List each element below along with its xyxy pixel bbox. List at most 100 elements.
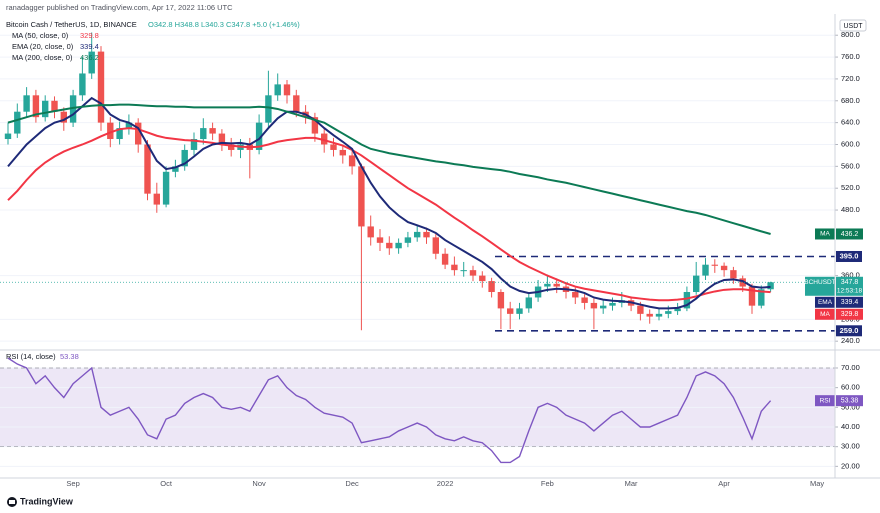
y-tick-label: 800.0 [841,30,860,39]
y-tick-label: 720.0 [841,74,860,83]
x-tick-label: Dec [345,479,359,488]
candle-body [116,128,123,140]
candle-body [730,270,737,279]
candle-body [572,292,579,298]
tag-value-box [836,308,863,320]
candle-body [720,265,728,271]
x-tick-label: Oct [160,479,173,488]
tag-value: 339.4 [841,299,859,306]
candle-body [758,289,765,306]
candle-body [228,144,235,150]
x-tick-label: May [810,479,824,488]
candle-body [507,308,514,314]
candle-body [181,149,188,167]
publisher: ranadagger published on TradingView.com,… [6,3,233,12]
y-tick-label: 520.0 [841,183,860,192]
chart-title: Bitcoin Cash / TetherUS, 1D, BINANCE [6,20,137,29]
candle-body [209,128,216,134]
tag-value-box [836,228,863,240]
y-tick-label: 640.0 [841,118,860,127]
candle-body [748,286,756,306]
candle-body [218,133,226,145]
candle-body [590,302,598,309]
candle-body [451,264,458,271]
legend-value: 329.8 [80,31,99,40]
tag-value: 329.8 [841,311,859,318]
tag-name: BCHUSDT [804,279,835,286]
tag-name-box [815,308,835,320]
y-tick-label: 360.0 [841,271,860,280]
candle-body [367,226,374,238]
candle-body [739,278,746,287]
candle-body [702,264,709,276]
candle-body [69,95,77,123]
candle-body [441,253,449,265]
y-tick-label: 600.0 [841,139,860,148]
candle-body [135,122,142,145]
candle-body [4,133,12,140]
candle-body [358,166,365,227]
candle-body [544,283,551,287]
candle-body [348,155,356,167]
tag-name: MA [820,311,830,318]
level-label-box [836,250,862,262]
candle-body [693,275,700,293]
currency: USDT [843,23,863,30]
candle-body [125,122,133,129]
tag-name-box [815,296,835,308]
candle-body [646,313,653,317]
candle-body [274,84,281,96]
tag-value: 53.38 [841,398,859,405]
y-tick-label: 760.0 [841,52,860,61]
legend-name: MA (50, close, 0) [12,31,69,40]
candle-body [293,95,300,112]
candle-body [674,308,681,312]
candle-body [404,237,412,243]
candle-body [497,292,505,309]
ma-line [7,103,771,235]
candle-body [311,117,319,134]
candle-body [42,100,49,118]
rsi-title: RSI (14, close) [6,352,56,361]
candle-body [190,139,198,150]
tag-value-box [836,276,863,296]
tag-value-box [836,296,863,308]
candle-body [460,270,467,272]
tag-name: EMA [818,299,833,306]
candle-body [283,84,291,96]
x-tick-label: Feb [541,479,554,488]
y-tick-label: 50.00 [841,402,860,411]
tag-name-box [815,395,835,407]
x-tick-label: 2022 [437,479,454,488]
y-tick-label: 680.0 [841,96,860,105]
candle-body [144,144,151,194]
candle-body [609,302,616,306]
y-tick-label: 70.00 [841,363,860,372]
y-tick-label: 480.0 [841,205,860,214]
candle-body [200,128,207,140]
tag-name-box [805,276,835,296]
candle-body [60,111,67,123]
level-label: 395.0 [840,251,859,260]
tag-countdown: 12:53:18 [837,287,863,294]
level-label: 259.0 [840,326,859,335]
candle-body [376,237,384,243]
candle-body [172,166,179,172]
candle-body [14,111,21,134]
rsi-line [7,357,772,464]
candle-body [655,313,663,317]
tag-value-box [836,395,863,407]
candle-body [525,297,532,309]
candle-body [79,73,86,96]
x-tick-label: Mar [625,479,638,488]
candle-body [153,193,160,205]
tag-value: 436.2 [841,231,859,238]
rsi-value: 53.38 [60,352,79,361]
candle-body [339,149,346,156]
currency-box [839,19,867,32]
candle-body [469,270,477,276]
candle-body [423,231,430,238]
candle-body [414,231,421,238]
candle-body [51,100,58,112]
